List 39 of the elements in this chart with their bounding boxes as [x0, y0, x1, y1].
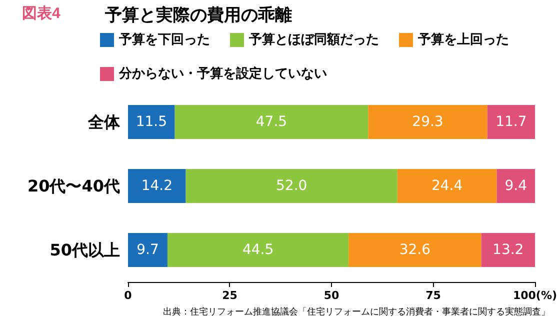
- text: 11.7: [496, 114, 527, 130]
- y-tick-label: 20代〜40代: [27, 176, 120, 196]
- x-tick-label: 100(%): [512, 289, 558, 302]
- text: 9.7: [136, 242, 159, 258]
- text: 13.2: [492, 242, 524, 258]
- bar: [128, 169, 186, 203]
- y-tick-label: 全体: [87, 112, 121, 132]
- legend-label: 予算を下回った: [118, 32, 210, 48]
- text: 図表4: [22, 5, 61, 22]
- legend-label: 予算とほぼ同額だった: [248, 32, 379, 48]
- x-tick-label: 50: [324, 289, 340, 302]
- bar: [368, 105, 488, 139]
- x-tick-label: 0: [124, 289, 132, 302]
- bar: [128, 105, 175, 139]
- text: 29.3: [412, 114, 444, 130]
- bar: [496, 169, 535, 203]
- text: 14.2: [141, 178, 172, 194]
- legend-label: 分からない・予算を設定していない: [118, 66, 327, 82]
- bar: [397, 169, 497, 203]
- bar: [128, 233, 168, 267]
- text: 9.4: [504, 178, 527, 194]
- x-tick-label: 25: [222, 289, 238, 302]
- source-note: 出典：住宅リフォーム推進協議会「住宅リフォームに関する消費者・事業者に関する実態調査」: [163, 306, 550, 316]
- text: 47.5: [256, 114, 288, 130]
- bar: [186, 169, 398, 203]
- text: 24.4: [431, 178, 463, 194]
- text: 44.5: [242, 242, 274, 258]
- x-tick-label: 75: [426, 289, 441, 302]
- chart-title: 予算と実際の費用の乖離: [104, 6, 292, 26]
- bar: [487, 105, 535, 139]
- bar: [481, 233, 535, 267]
- legend-label: 予算を上回った: [417, 32, 509, 48]
- y-tick-label: 50代以上: [50, 240, 120, 260]
- bar: [348, 233, 482, 267]
- text: 52.0: [276, 178, 308, 194]
- text: 11.5: [136, 114, 167, 130]
- bar: [174, 105, 368, 139]
- text: 32.6: [399, 242, 431, 258]
- bar: [167, 233, 349, 267]
